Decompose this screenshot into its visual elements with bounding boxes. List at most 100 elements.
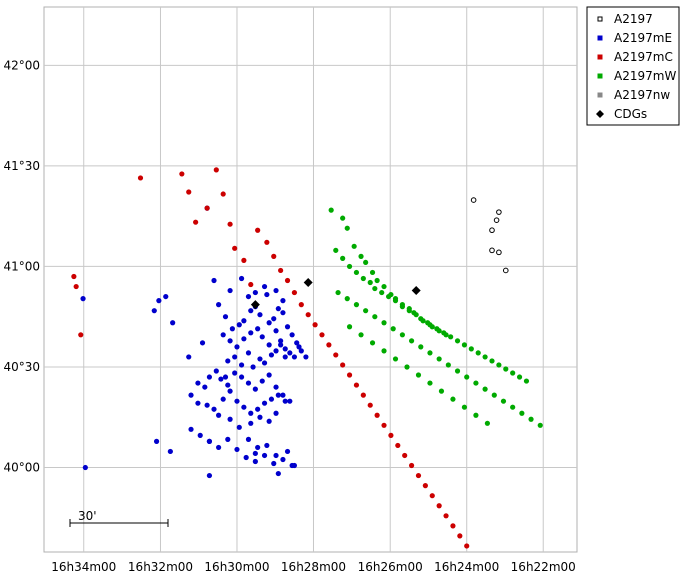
point-a2197me (266, 372, 272, 378)
point-a2197mc (241, 257, 247, 263)
point-a2197mc (278, 267, 284, 274)
point-a2197me (206, 438, 213, 444)
point-a2197mw (438, 388, 445, 394)
point-cdg (303, 278, 313, 288)
point-a2197me (222, 374, 229, 380)
point-cdg (250, 300, 260, 310)
point-a2197mw (427, 350, 433, 356)
point-a2197me (287, 398, 293, 404)
point-a2197mc (298, 302, 304, 308)
point-a2197mc (319, 332, 325, 338)
point-a2197me (245, 350, 252, 356)
point-a2197mw (344, 296, 350, 302)
point-a2197me (257, 414, 263, 420)
point-a2197me (248, 330, 254, 336)
point-a2197mw (340, 215, 346, 221)
point-a2197me (252, 289, 258, 296)
point-a2197me (278, 342, 284, 348)
point-a2197me (248, 410, 254, 416)
point-a2197mw (461, 342, 468, 348)
x-tick-label: 16h30m00 (204, 560, 269, 574)
point-a2197 (502, 267, 509, 274)
point-a2197me (80, 296, 86, 302)
point-a2197mc (422, 483, 428, 489)
x-tick-label: 16h22m00 (511, 560, 576, 574)
point-a2197mw (392, 298, 399, 304)
point-a2197mw (335, 289, 341, 296)
point-a2197me (227, 287, 233, 294)
point-a2197mw (523, 378, 530, 384)
x-tick-label: 16h32m00 (128, 560, 193, 574)
point-a2197mc (291, 289, 298, 296)
point-a2197mc (271, 253, 277, 259)
point-a2197mw (491, 392, 497, 398)
legend-marker (597, 92, 603, 98)
point-a2197mw (381, 283, 387, 290)
point-a2197me (250, 364, 256, 370)
point-a2197me (264, 442, 270, 449)
point-a2197me (227, 338, 233, 344)
point-a2197mw (482, 386, 488, 392)
point-a2197me (218, 376, 224, 382)
point-a2197me (248, 420, 254, 426)
point-a2197me (273, 287, 279, 294)
point-a2197mc (381, 422, 387, 428)
point-a2197mw (372, 314, 378, 320)
point-a2197me (273, 410, 279, 416)
point-a2197me (241, 404, 247, 410)
point-a2197mw (510, 370, 516, 376)
point-a2197me (282, 354, 288, 360)
point-a2197mw (454, 338, 461, 344)
point-a2197mw (399, 332, 405, 338)
legend: A2197 A2197mE A2197mC A2197mW A2197nw CDGs (586, 6, 680, 126)
point-a2197me (289, 332, 295, 338)
point-a2197mw (346, 324, 353, 330)
point-a2197mw (404, 364, 410, 370)
point-a2197me (255, 444, 261, 451)
point-a2197mc (227, 221, 233, 227)
point-a2197me (156, 298, 162, 304)
point-a2197me (234, 398, 240, 404)
point-a2197me (284, 448, 291, 455)
point-a2197me (280, 392, 286, 398)
point-a2197me (82, 464, 88, 471)
point-a2197mc (395, 442, 401, 449)
point-a2197me (275, 392, 281, 398)
point-a2197me (232, 354, 238, 360)
point-a2197me (252, 450, 258, 457)
point-a2197mc (415, 472, 422, 479)
point-a2197me (271, 460, 277, 467)
point-a2197me (280, 310, 286, 316)
point-a2197me (278, 338, 284, 344)
point-a2197mw (519, 410, 525, 416)
point-a2197me (273, 384, 279, 390)
point-a2197mw (420, 318, 426, 324)
point-a2197me (227, 388, 233, 394)
point-a2197 (489, 247, 495, 254)
point-a2197mw (503, 366, 509, 372)
point-a2197me (188, 392, 194, 398)
legend-marker (596, 110, 604, 118)
point-a2197me (298, 348, 304, 354)
point-a2197mw (475, 350, 481, 356)
point-a2197me (225, 382, 231, 388)
point-a2197me (261, 360, 268, 366)
point-a2197me (199, 340, 206, 346)
point-a2197me (264, 291, 270, 298)
point-a2197me (227, 416, 233, 422)
point-a2197mw (381, 320, 387, 326)
point-a2197me (245, 380, 252, 386)
point-a2197mc (450, 523, 456, 529)
point-a2197mw (448, 334, 454, 340)
point-a2197me (220, 396, 226, 402)
point-a2197me (252, 386, 258, 392)
point-a2197me (222, 314, 229, 320)
y-tick-label: 40°30 (3, 360, 40, 374)
point-a2197mw (363, 308, 369, 314)
point-a2197mw (500, 398, 507, 404)
point-a2197me (243, 454, 249, 461)
point-a2197me (197, 432, 203, 438)
legend-label: A2197mC (614, 50, 673, 64)
point-a2197me (280, 298, 286, 304)
point-a2197mw (369, 340, 376, 346)
